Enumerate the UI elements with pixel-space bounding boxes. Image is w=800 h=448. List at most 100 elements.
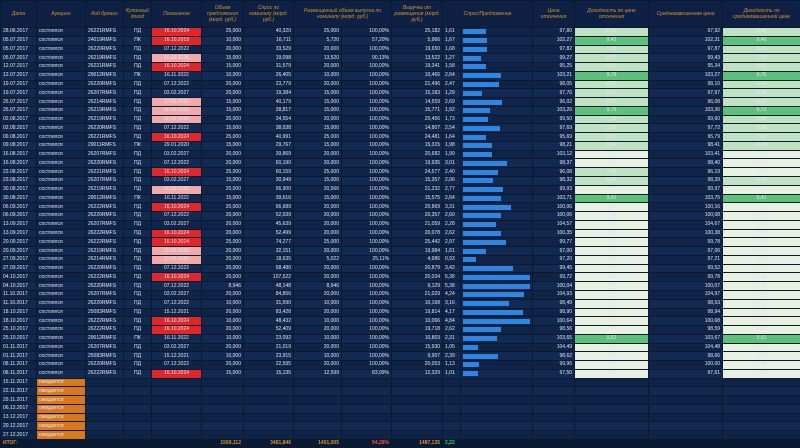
date-cell[interactable]: 09.08.2017 bbox=[0, 132, 37, 142]
ratio-bar-cell[interactable] bbox=[460, 430, 534, 440]
header-ratio[interactable]: Спрос/Предложение bbox=[442, 0, 534, 28]
placed-cell[interactable]: 5,022 bbox=[293, 254, 342, 265]
date-cell[interactable]: 02.08.2017 bbox=[0, 114, 37, 125]
ratio-bar-cell[interactable] bbox=[460, 246, 534, 256]
demand-cell[interactable] bbox=[243, 377, 294, 388]
placed-cell[interactable]: 20,000 bbox=[293, 289, 342, 300]
offer-cell[interactable] bbox=[201, 403, 244, 414]
bond-code-cell[interactable]: 26214RMFS bbox=[85, 97, 124, 107]
cutoff-yield-cell[interactable]: 7,60 bbox=[574, 281, 650, 291]
revenue-cell[interactable]: 19,718 bbox=[391, 325, 444, 335]
coupon-type-cell[interactable]: ПД bbox=[123, 228, 152, 239]
placed-pct-cell[interactable]: 100,00% bbox=[340, 263, 393, 274]
avg-yield-cell[interactable]: 8,12 bbox=[722, 97, 800, 107]
avg-yield-cell[interactable] bbox=[722, 403, 800, 414]
ratio-cell[interactable]: 2,60 bbox=[442, 211, 462, 221]
offer-cell[interactable]: 20,000 bbox=[201, 263, 244, 274]
cutoff-price-cell[interactable]: 104,49 bbox=[532, 342, 576, 353]
avg-price-cell[interactable]: 97,06 bbox=[648, 246, 724, 256]
bond-code-cell[interactable]: 26222RMFS bbox=[85, 272, 124, 283]
cutoff-price-cell[interactable]: 103,65 bbox=[532, 333, 576, 344]
avg-price-cell[interactable]: 97,21 bbox=[648, 254, 724, 265]
auction-status-cell[interactable]: ожидается bbox=[36, 403, 86, 414]
placed-pct-cell[interactable] bbox=[340, 377, 393, 388]
avg-price-cell[interactable]: 99,78 bbox=[648, 272, 724, 283]
revenue-cell[interactable]: 15,930 bbox=[391, 342, 444, 353]
placed-cell[interactable] bbox=[293, 395, 342, 405]
auction-status-cell[interactable]: состоялся bbox=[36, 44, 86, 55]
auction-status-cell[interactable]: состоялся bbox=[36, 281, 86, 291]
date-cell[interactable]: 06.09.2017 bbox=[0, 211, 37, 221]
table-row[interactable]: 05.07.2017 состоялся 26220RMFS ПД 07.12.2022… bbox=[0, 44, 800, 55]
avg-price-cell[interactable]: 97,87 bbox=[648, 44, 724, 55]
avg-yield-cell[interactable]: 7,69 bbox=[722, 368, 800, 379]
ratio-cell[interactable]: 4,24 bbox=[442, 289, 462, 300]
cutoff-price-cell[interactable]: 97,00 bbox=[532, 246, 576, 256]
offer-cell[interactable]: 15,000 bbox=[201, 193, 244, 204]
placed-cell[interactable] bbox=[293, 377, 342, 388]
bond-code-cell[interactable] bbox=[85, 412, 124, 423]
avg-price-cell[interactable]: 98,40 bbox=[648, 158, 724, 169]
table-row[interactable]: 15.11.2017 ожидается bbox=[0, 377, 800, 388]
cutoff-price-cell[interactable] bbox=[532, 403, 576, 414]
avg-price-cell[interactable]: 96,19 bbox=[648, 167, 724, 178]
cutoff-yield-cell[interactable]: 8,04 bbox=[574, 140, 650, 151]
placed-cell[interactable]: 10,000 bbox=[293, 70, 342, 81]
date-cell[interactable]: 08.11.2017 bbox=[0, 360, 37, 370]
bond-code-cell[interactable]: 26220RMFS bbox=[85, 123, 124, 134]
cutoff-price-cell[interactable]: 98,90 bbox=[532, 307, 576, 318]
auction-status-cell[interactable]: ожидается bbox=[36, 421, 86, 432]
ratio-bar-cell[interactable] bbox=[460, 298, 534, 309]
revenue-cell[interactable]: 5,966 bbox=[391, 35, 444, 46]
cutoff-price-cell[interactable]: 103,21 bbox=[532, 70, 576, 81]
cutoff-yield-cell[interactable]: 8,09 bbox=[574, 123, 650, 134]
header-cutoff-yield[interactable]: Доходность по цене отсечения bbox=[574, 0, 650, 28]
offer-cell[interactable]: 10,000 bbox=[201, 298, 244, 309]
avg-price-cell[interactable]: 103,75 bbox=[648, 193, 724, 204]
avg-price-cell[interactable]: 99,52 bbox=[648, 263, 724, 274]
coupon-type-cell[interactable]: ПД bbox=[123, 114, 152, 125]
coupon-type-cell[interactable]: ПД bbox=[123, 88, 152, 99]
coupon-type-cell[interactable]: ПД bbox=[123, 105, 152, 116]
bond-code-cell[interactable]: 26222RMFS bbox=[85, 202, 124, 213]
auction-status-cell[interactable]: состоялся bbox=[36, 272, 86, 283]
avg-price-cell[interactable]: 98,41 bbox=[648, 140, 724, 151]
placed-pct-cell[interactable]: 100,00% bbox=[340, 27, 393, 37]
revenue-cell[interactable]: 19,341 bbox=[391, 62, 444, 72]
placed-pct-cell[interactable]: 100,00% bbox=[340, 79, 393, 90]
table-row[interactable]: 28.06.2017 состоялся 26221RMFS ПД 16.10.2024… bbox=[0, 27, 800, 37]
demand-cell[interactable]: 40,179 bbox=[243, 97, 294, 107]
coupon-type-cell[interactable]: ПД bbox=[123, 123, 152, 134]
table-row[interactable]: 26.07.2017 состоялся 26219RMFS ПД 16.09.2026… bbox=[0, 105, 800, 116]
bond-code-cell[interactable]: 26207RMFS bbox=[85, 149, 124, 160]
revenue-cell[interactable] bbox=[391, 386, 444, 397]
cutoff-price-cell[interactable]: 99,50 bbox=[532, 114, 576, 125]
coupon-type-cell[interactable]: ПД bbox=[123, 176, 152, 186]
demand-cell[interactable]: 29,767 bbox=[243, 140, 294, 151]
cutoff-yield-cell[interactable]: 7,93 bbox=[574, 158, 650, 169]
bond-code-cell[interactable]: 26207RMFS bbox=[85, 289, 124, 300]
date-cell[interactable]: 26.07.2017 bbox=[0, 97, 37, 107]
maturity-cell[interactable] bbox=[151, 377, 202, 388]
placed-cell[interactable]: 8,946 bbox=[293, 281, 342, 291]
placed-cell[interactable]: 20,000 bbox=[293, 79, 342, 90]
table-row[interactable]: 13.09.2017 состоялся 26222RMFS ПД 16.10.2024… bbox=[0, 228, 800, 239]
cutoff-yield-cell[interactable]: 8,15 bbox=[574, 97, 650, 107]
bond-code-cell[interactable]: 26220RMFS bbox=[85, 360, 124, 370]
cutoff-price-cell[interactable]: 97,80 bbox=[532, 27, 576, 37]
ratio-bar-cell[interactable] bbox=[460, 307, 534, 318]
demand-cell[interactable]: 60,190 bbox=[243, 158, 294, 169]
avg-price-cell[interactable]: 100,16 bbox=[648, 202, 724, 213]
ratio-cell[interactable]: 2,97 bbox=[442, 237, 462, 248]
ratio-cell[interactable]: 3,16 bbox=[442, 298, 462, 309]
revenue-cell[interactable]: 4,986 bbox=[391, 254, 444, 265]
placed-pct-cell[interactable]: 25,11% bbox=[340, 254, 393, 265]
ratio-cell[interactable] bbox=[442, 386, 462, 397]
placed-cell[interactable]: 20,000 bbox=[293, 62, 342, 72]
revenue-cell[interactable]: 19,650 bbox=[391, 44, 444, 55]
date-cell[interactable]: 04.10.2017 bbox=[0, 281, 37, 291]
maturity-cell[interactable]: 27.05.2020 bbox=[151, 97, 202, 107]
auction-status-cell[interactable]: состоялся bbox=[36, 263, 86, 274]
cutoff-price-cell[interactable]: 99,45 bbox=[532, 263, 576, 274]
avg-yield-cell[interactable]: 7,92 bbox=[722, 158, 800, 169]
